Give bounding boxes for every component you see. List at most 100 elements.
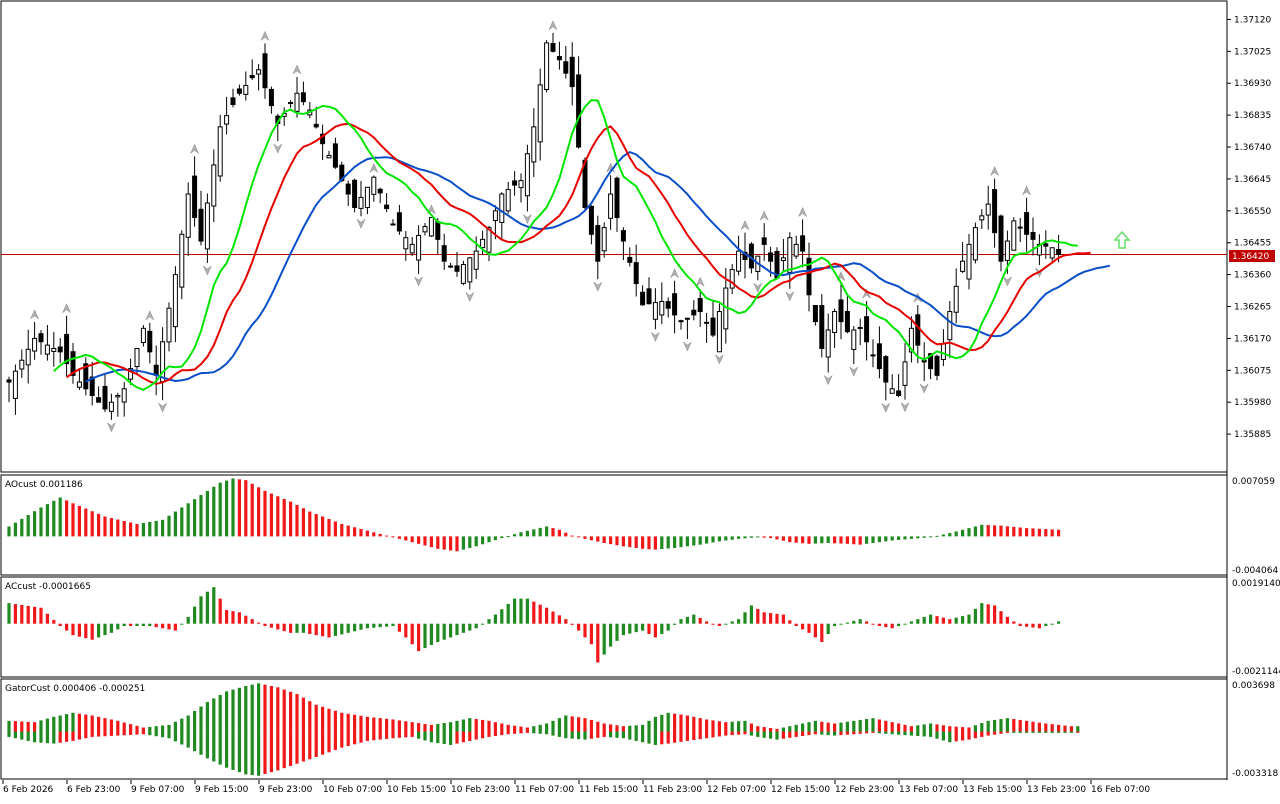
- bear-candle[interactable]: [697, 297, 703, 313]
- bear-candle[interactable]: [992, 189, 998, 234]
- bull-candle[interactable]: [780, 257, 786, 261]
- bear-candle[interactable]: [710, 317, 716, 336]
- bull-candle[interactable]: [121, 388, 127, 403]
- bull-candle[interactable]: [659, 300, 665, 316]
- bull-candle[interactable]: [51, 347, 57, 352]
- bull-candle[interactable]: [544, 42, 550, 90]
- bull-candle[interactable]: [460, 264, 466, 284]
- bull-candle[interactable]: [499, 193, 505, 223]
- bear-candle[interactable]: [665, 301, 671, 309]
- bull-candle[interactable]: [729, 269, 735, 289]
- bear-candle[interactable]: [812, 304, 818, 323]
- bull-candle[interactable]: [684, 317, 690, 320]
- bull-candle[interactable]: [108, 401, 114, 412]
- bull-candle[interactable]: [716, 311, 722, 353]
- bull-candle[interactable]: [358, 196, 364, 209]
- bull-candle[interactable]: [966, 243, 972, 280]
- bull-candle[interactable]: [1011, 220, 1017, 251]
- bull-candle[interactable]: [25, 348, 31, 366]
- bear-candle[interactable]: [928, 353, 934, 370]
- bear-candle[interactable]: [838, 299, 844, 323]
- bear-candle[interactable]: [691, 309, 697, 316]
- bear-candle[interactable]: [595, 225, 601, 262]
- bear-candle[interactable]: [704, 321, 710, 324]
- bull-candle[interactable]: [12, 370, 18, 399]
- bear-candle[interactable]: [896, 390, 902, 396]
- bull-candle[interactable]: [428, 217, 434, 237]
- bear-candle[interactable]: [1043, 243, 1049, 247]
- bull-candle[interactable]: [524, 153, 530, 197]
- bull-candle[interactable]: [985, 203, 991, 216]
- bear-candle[interactable]: [345, 183, 351, 195]
- bear-candle[interactable]: [313, 123, 319, 128]
- bear-candle[interactable]: [441, 245, 447, 262]
- bear-candle[interactable]: [1030, 231, 1036, 240]
- bear-candle[interactable]: [876, 343, 882, 370]
- bear-candle[interactable]: [249, 75, 255, 79]
- bear-candle[interactable]: [1056, 248, 1062, 255]
- bull-candle[interactable]: [736, 250, 742, 272]
- bear-candle[interactable]: [377, 188, 383, 194]
- bull-candle[interactable]: [403, 237, 409, 250]
- bull-candle[interactable]: [364, 186, 370, 209]
- bear-candle[interactable]: [864, 316, 870, 343]
- up-arrow-icon[interactable]: [1113, 230, 1131, 249]
- bull-candle[interactable]: [172, 274, 178, 328]
- bear-candle[interactable]: [819, 305, 825, 349]
- ac-panel[interactable]: [7, 587, 1061, 663]
- bear-candle[interactable]: [576, 74, 582, 148]
- bear-candle[interactable]: [390, 223, 396, 226]
- bull-candle[interactable]: [115, 394, 121, 398]
- bear-candle[interactable]: [844, 310, 850, 333]
- bear-candle[interactable]: [300, 92, 306, 103]
- bull-candle[interactable]: [902, 361, 908, 386]
- bull-candle[interactable]: [851, 329, 857, 350]
- bear-candle[interactable]: [768, 252, 774, 262]
- bull-candle[interactable]: [953, 285, 959, 313]
- bear-candle[interactable]: [761, 237, 767, 245]
- bull-candle[interactable]: [505, 189, 511, 212]
- bear-candle[interactable]: [454, 265, 460, 272]
- bear-candle[interactable]: [1017, 226, 1023, 229]
- bear-candle[interactable]: [800, 235, 806, 252]
- price-panel[interactable]: [1, 20, 1227, 433]
- bull-candle[interactable]: [908, 327, 914, 353]
- bear-candle[interactable]: [396, 212, 402, 232]
- bear-candle[interactable]: [64, 333, 70, 365]
- bull-candle[interactable]: [224, 115, 230, 125]
- bull-candle[interactable]: [32, 337, 38, 352]
- bull-candle[interactable]: [652, 302, 658, 320]
- bear-candle[interactable]: [672, 293, 678, 316]
- bear-candle[interactable]: [6, 379, 12, 383]
- bull-candle[interactable]: [371, 176, 377, 195]
- bear-candle[interactable]: [569, 56, 575, 88]
- bear-candle[interactable]: [332, 143, 338, 168]
- bear-candle[interactable]: [70, 351, 76, 376]
- bear-candle[interactable]: [646, 288, 652, 305]
- bear-candle[interactable]: [633, 262, 639, 285]
- bull-candle[interactable]: [326, 154, 332, 159]
- bear-candle[interactable]: [614, 177, 620, 219]
- bull-candle[interactable]: [947, 311, 953, 341]
- bear-candle[interactable]: [806, 257, 812, 296]
- ao-panel[interactable]: [7, 478, 1061, 552]
- bull-candle[interactable]: [979, 215, 985, 221]
- bear-candle[interactable]: [512, 180, 518, 186]
- bull-candle[interactable]: [19, 359, 25, 370]
- bull-candle[interactable]: [467, 257, 473, 283]
- bear-candle[interactable]: [57, 346, 63, 353]
- bear-candle[interactable]: [620, 230, 626, 242]
- bear-candle[interactable]: [198, 208, 204, 242]
- bear-candle[interactable]: [1024, 212, 1030, 235]
- bear-candle[interactable]: [883, 356, 889, 383]
- bull-candle[interactable]: [486, 227, 492, 253]
- bear-candle[interactable]: [915, 314, 921, 346]
- bull-candle[interactable]: [608, 193, 614, 219]
- bull-candle[interactable]: [940, 342, 946, 360]
- bull-candle[interactable]: [140, 327, 146, 344]
- bear-candle[interactable]: [230, 97, 236, 105]
- bear-candle[interactable]: [678, 320, 684, 323]
- bear-candle[interactable]: [147, 330, 153, 353]
